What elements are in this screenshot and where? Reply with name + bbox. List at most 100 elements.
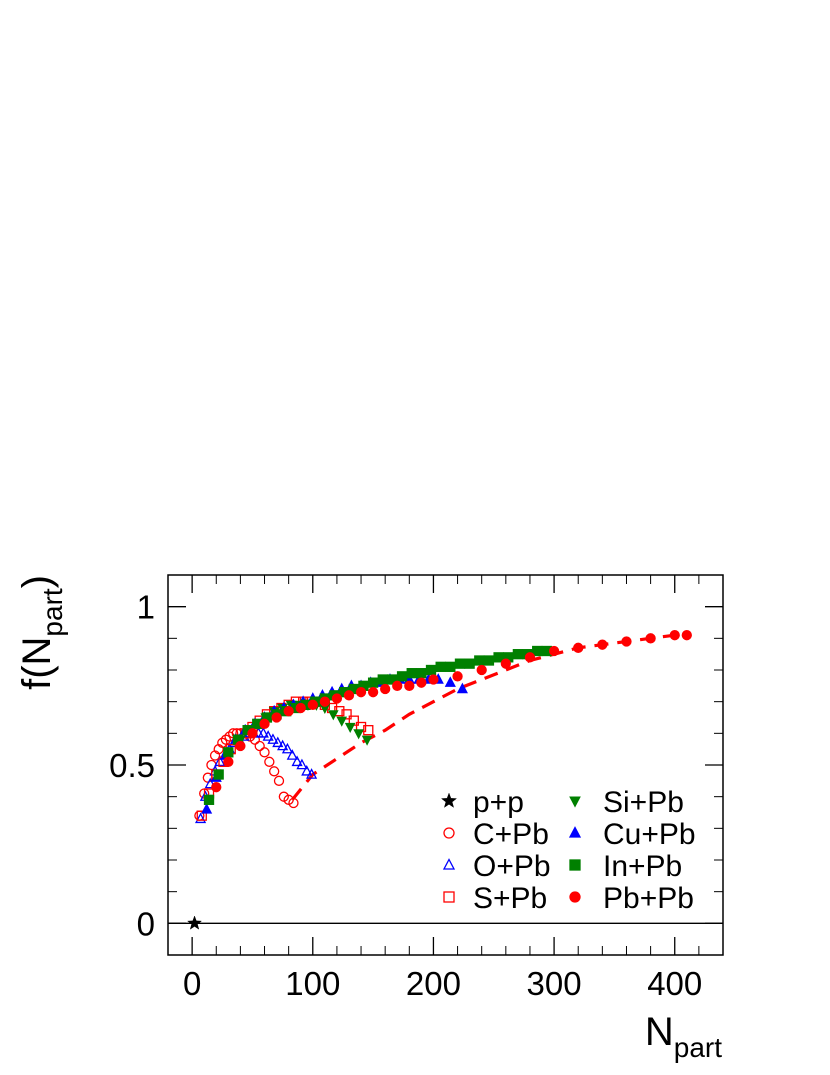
data-point [512, 649, 524, 660]
data-point [295, 702, 306, 714]
series-pb-pb [211, 630, 692, 793]
data-point [464, 658, 475, 669]
data-point [259, 718, 270, 729]
data-point [456, 682, 468, 694]
data-point [355, 687, 367, 698]
data-point [476, 664, 487, 676]
data-points [187, 630, 692, 930]
y-tick-label: 1 [137, 589, 155, 626]
legend-marker [443, 827, 455, 839]
data-point [264, 756, 275, 767]
legend-label: Pb+Pb [603, 882, 694, 915]
data-point [406, 668, 417, 679]
data-point [271, 712, 282, 723]
data-point [353, 729, 364, 740]
legend-label: C+Pb [473, 818, 549, 851]
data-point [483, 655, 495, 666]
data-point [187, 915, 203, 930]
data-point [681, 630, 692, 641]
data-point [474, 655, 485, 666]
data-point [223, 756, 234, 767]
data-point [416, 668, 427, 679]
data-point [194, 812, 207, 824]
x-tick-label: 400 [647, 965, 702, 1002]
data-point [286, 749, 298, 760]
x-axis-label-sub: part [674, 1032, 722, 1063]
legend-label: Si+Pb [603, 786, 684, 819]
legend-marker [569, 891, 581, 903]
y-tick-label: 0 [137, 905, 155, 942]
y-axis-label-close: ) [15, 575, 59, 588]
data-point [452, 671, 463, 682]
data-point [380, 683, 391, 695]
data-point [269, 766, 280, 777]
data-point [532, 645, 543, 657]
data-point [223, 747, 234, 758]
data-point [305, 768, 318, 779]
legend-label: p+p [473, 786, 524, 819]
legend-marker [568, 826, 582, 838]
data-point [267, 733, 279, 744]
data-point [211, 782, 222, 793]
data-point [259, 747, 270, 758]
data-point [573, 642, 584, 653]
data-point [319, 696, 330, 707]
data-point [363, 725, 374, 736]
legend-label: Cu+Pb [603, 818, 696, 851]
data-point [445, 661, 456, 672]
data-point [203, 794, 215, 805]
data-point [416, 677, 427, 688]
data-point [645, 633, 656, 644]
legend-label: In+Pb [603, 850, 682, 883]
x-tick-label: 0 [183, 965, 201, 1002]
y-axis-label-sub: part [37, 588, 68, 636]
tick-labels: 0 100 200 300 400 0 0.5 1 [109, 589, 702, 1002]
data-point [201, 802, 213, 814]
data-point [301, 764, 313, 776]
data-point [213, 769, 224, 780]
data-point [277, 739, 289, 751]
data-point [669, 630, 680, 641]
data-point [272, 736, 284, 748]
data-point [296, 758, 308, 770]
data-point [327, 710, 339, 721]
legend-marker [569, 859, 581, 871]
legend-label: S+Pb [473, 882, 547, 915]
data-point [404, 680, 415, 691]
x-tick-label: 200 [406, 965, 461, 1002]
x-axis-label: Npart [645, 1010, 722, 1063]
y-axis-label: f(Npart) [15, 575, 68, 690]
data-point [621, 636, 632, 647]
data-point [548, 645, 560, 657]
data-point [254, 740, 265, 752]
data-point [344, 722, 356, 734]
data-point [493, 652, 504, 663]
legend-marker [440, 792, 458, 808]
data-point [283, 706, 294, 717]
data-point [235, 740, 246, 752]
x-axis-label-main: N [645, 1010, 674, 1054]
data-point [597, 639, 608, 650]
data-point [217, 737, 228, 748]
data-point [247, 728, 258, 739]
data-point [204, 777, 216, 789]
legend-marker [443, 891, 455, 903]
y-tick-label: 0.5 [109, 747, 155, 784]
legend-marker [442, 858, 456, 870]
x-tick-label: 100 [285, 965, 340, 1002]
data-point [331, 693, 343, 704]
y-axis-label-main: f(N [15, 637, 59, 690]
data-point [454, 658, 466, 669]
data-point [396, 671, 408, 682]
data-point [257, 726, 269, 738]
data-point [428, 674, 439, 685]
data-point [343, 690, 355, 701]
legend-marker [569, 796, 581, 808]
data-point [281, 742, 294, 754]
data-point [196, 810, 207, 821]
data-point [435, 661, 446, 672]
data-point [392, 680, 403, 691]
data-point [214, 755, 226, 767]
